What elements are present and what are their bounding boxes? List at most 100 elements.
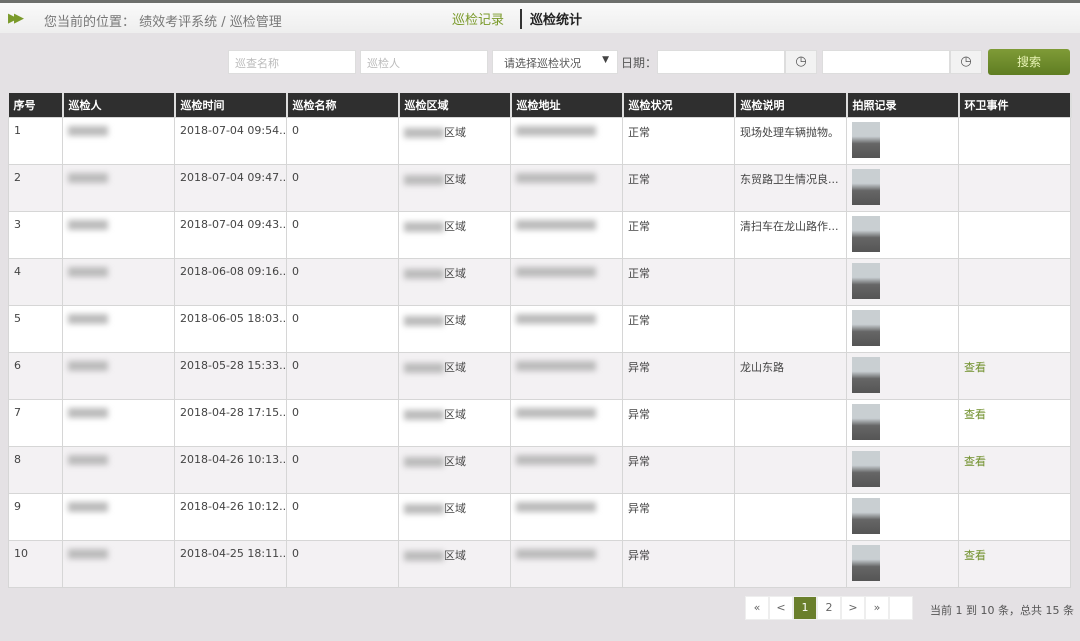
column-header: 巡检名称 [286, 93, 400, 117]
inspector-cell [62, 445, 175, 494]
inspector-cell [62, 116, 175, 165]
name-cell: 0 [286, 398, 399, 447]
table-row[interactable]: 4 2018-06-08 09:16... 0 区域 正常 [8, 257, 1071, 306]
inspector-cell [62, 398, 175, 447]
photo-thumbnail[interactable] [852, 497, 880, 534]
column-header: 序号 [8, 93, 64, 117]
page-jump-input[interactable] [889, 596, 913, 620]
search-button[interactable]: 搜索 [988, 49, 1070, 75]
area-cell: 区域 [398, 163, 511, 212]
table-row[interactable]: 1 2018-07-04 09:54... 0 区域 正常 现场处理车辆抛物。 [8, 116, 1071, 165]
inspector-cell [62, 492, 175, 541]
inspector-cell [62, 304, 175, 353]
table-row[interactable]: 3 2018-07-04 09:43... 0 区域 正常 清扫车在龙山路作... [8, 210, 1071, 259]
row-number: 7 [8, 398, 63, 447]
name-cell: 0 [286, 351, 399, 400]
time-cell: 2018-05-28 15:33... [174, 351, 287, 400]
photo-thumbnail[interactable] [852, 309, 880, 346]
view-event-link[interactable]: 查看 [964, 360, 986, 374]
photo-cell [846, 210, 959, 259]
redacted-address [516, 407, 596, 418]
table-row[interactable]: 7 2018-04-28 17:15... 0 区域 异常 查看 [8, 398, 1071, 447]
time-cell: 2018-04-26 10:12... [174, 492, 287, 541]
time-cell: 2018-07-04 09:43... [174, 210, 287, 259]
photo-cell [846, 163, 959, 212]
address-cell [510, 304, 623, 353]
redacted-name [68, 548, 108, 559]
photo-thumbnail[interactable] [852, 356, 880, 393]
photo-thumbnail[interactable] [852, 168, 880, 205]
clock-icon[interactable]: ◷ [785, 50, 817, 74]
area-text: 区域 [444, 172, 466, 186]
status-cell: 异常 [622, 445, 735, 494]
next-page-button[interactable]: > [841, 596, 865, 620]
redacted-name [68, 219, 108, 230]
area-text: 区域 [444, 548, 466, 562]
name-cell: 0 [286, 539, 399, 588]
redacted-address [516, 360, 596, 371]
view-event-link[interactable]: 查看 [964, 548, 986, 562]
column-header: 巡检说明 [734, 93, 848, 117]
start-date-input[interactable] [657, 50, 785, 74]
view-event-link[interactable]: 查看 [964, 407, 986, 421]
redacted-area [404, 221, 444, 232]
redacted-area [404, 503, 444, 514]
status-cell: 正常 [622, 257, 735, 306]
photo-cell [846, 351, 959, 400]
photo-thumbnail[interactable] [852, 403, 880, 440]
clock-icon[interactable]: ◷ [950, 50, 982, 74]
tab-inspection-records[interactable]: 巡检记录 [452, 13, 505, 28]
photo-thumbnail[interactable] [852, 544, 880, 581]
redacted-name [68, 172, 108, 183]
table-row[interactable]: 2 2018-07-04 09:47... 0 区域 正常 东贸路卫生情况良... [8, 163, 1071, 212]
table-row[interactable]: 10 2018-04-25 18:11... 0 区域 异常 查看 [8, 539, 1071, 588]
table-row[interactable]: 9 2018-04-26 10:12... 0 区域 异常 [8, 492, 1071, 541]
event-cell [958, 116, 1071, 165]
redacted-name [68, 454, 108, 465]
time-cell: 2018-06-05 18:03... [174, 304, 287, 353]
photo-thumbnail[interactable] [852, 215, 880, 252]
inspector-cell [62, 163, 175, 212]
name-cell: 0 [286, 492, 399, 541]
area-text: 区域 [444, 407, 466, 421]
inspector-input[interactable]: 巡检人 [360, 50, 488, 74]
redacted-name [68, 266, 108, 277]
page-2-button[interactable]: 2 [817, 596, 841, 620]
end-date-input[interactable] [822, 50, 950, 74]
status-cell: 异常 [622, 492, 735, 541]
redacted-area [404, 550, 444, 561]
redacted-address [516, 125, 596, 136]
time-cell: 2018-07-04 09:54... [174, 116, 287, 165]
photo-cell [846, 445, 959, 494]
page-1-button[interactable]: 1 [793, 596, 817, 620]
table-row[interactable]: 6 2018-05-28 15:33... 0 区域 异常 龙山东路 查看 [8, 351, 1071, 400]
tab-inspection-stats[interactable]: 巡检统计 [520, 9, 582, 29]
status-select[interactable]: 请选择巡检状况 ▼ [492, 50, 618, 74]
description-cell: 清扫车在龙山路作... [734, 210, 847, 259]
inspection-name-input[interactable]: 巡查名称 [228, 50, 356, 74]
table-row[interactable]: 5 2018-06-05 18:03... 0 区域 正常 [8, 304, 1071, 353]
event-cell: 查看 [958, 445, 1071, 494]
time-cell: 2018-06-08 09:16... [174, 257, 287, 306]
prev-page-button[interactable]: < [769, 596, 793, 620]
event-cell [958, 210, 1071, 259]
photo-thumbnail[interactable] [852, 450, 880, 487]
view-event-link[interactable]: 查看 [964, 454, 986, 468]
photo-thumbnail[interactable] [852, 262, 880, 299]
row-number: 5 [8, 304, 63, 353]
last-page-button[interactable]: » [865, 596, 889, 620]
area-cell: 区域 [398, 257, 511, 306]
redacted-address [516, 172, 596, 183]
photo-thumbnail[interactable] [852, 121, 880, 158]
column-header: 巡检时间 [174, 93, 288, 117]
caret-down-icon: ▼ [602, 55, 609, 65]
first-page-button[interactable]: « [745, 596, 769, 620]
redacted-area [404, 315, 444, 326]
area-cell: 区域 [398, 398, 511, 447]
table-row[interactable]: 8 2018-04-26 10:13... 0 区域 异常 查看 [8, 445, 1071, 494]
area-text: 区域 [444, 266, 466, 280]
redacted-address [516, 454, 596, 465]
area-cell: 区域 [398, 210, 511, 259]
redacted-area [404, 409, 444, 420]
redacted-name [68, 313, 108, 324]
